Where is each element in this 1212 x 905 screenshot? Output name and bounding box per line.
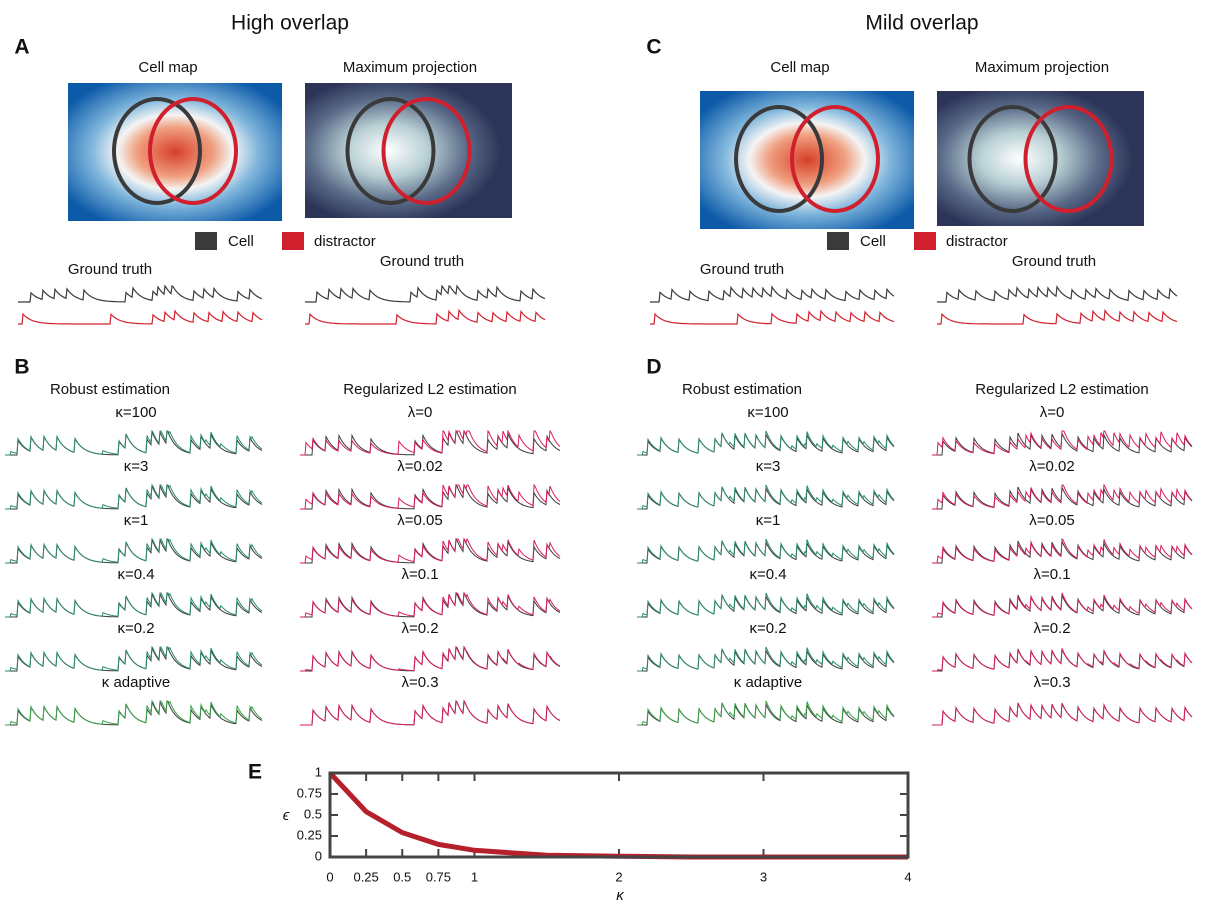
panel-letter: D [646,356,661,379]
legend-swatch [914,232,936,250]
section-title: Regularized L2 estimation [975,381,1148,398]
trace [650,287,894,302]
x-tick-label: 0.75 [426,869,451,884]
x-tick-label: 0 [326,869,333,884]
legend-label: Cell [228,233,254,250]
trace [5,593,262,617]
x-tick-label: 3 [760,869,767,884]
section-title: Robust estimation [50,381,170,398]
lambda-label: λ=0.1 [1033,566,1070,583]
legend-swatch [195,232,217,250]
section-title: Robust estimation [682,381,802,398]
trace [18,286,262,302]
lambda-label: λ=0.05 [1029,512,1074,529]
trace [305,286,545,302]
curve [330,773,908,857]
legend-label: distractor [314,233,376,250]
kappa-label: κ=1 [124,512,149,529]
image-title: Maximum projection [975,59,1109,76]
trace [932,648,1192,671]
kappa-label: κ=0.4 [749,566,786,583]
panel-letter: E [248,761,262,784]
lambda-label: λ=0.2 [1033,620,1070,637]
trace [650,311,894,324]
trace [937,287,1177,302]
cell-map [700,91,914,229]
x-tick-label: 4 [904,869,911,884]
trace [18,311,262,324]
trace [937,311,1177,324]
trace [932,703,1192,725]
lambda-label: λ=0 [1040,404,1065,421]
heading: Mild overlap [865,12,978,35]
lambda-label: λ=0.1 [401,566,438,583]
image-title: Cell map [770,59,829,76]
trace [5,485,262,509]
panel-letter: C [646,36,661,59]
lambda-label: λ=0.05 [397,512,442,529]
kappa-label: κ adaptive [102,674,170,691]
axes-box [330,773,908,857]
lambda-label: λ=0.02 [397,458,442,475]
legend-label: Cell [860,233,886,250]
kappa-label: κ=0.2 [117,620,154,637]
kappa-label: κ=0.4 [117,566,154,583]
kappa-label: κ=100 [115,404,156,421]
figure: High overlap A Cell map Maximum projection C… [0,0,1212,905]
y-tick-label: 1 [315,764,322,779]
y-tick-label: 0.25 [297,827,322,842]
lambda-label: λ=0 [408,404,433,421]
trace [5,431,262,455]
legend-label: distractor [946,233,1008,250]
y-axis-label: ϵ [283,807,290,824]
trace [305,310,545,324]
y-tick-label: 0 [315,848,322,863]
kappa-label: κ adaptive [734,674,802,691]
image-title: Maximum projection [343,59,477,76]
image-title: Cell map [138,59,197,76]
ground-truth-label: Ground truth [1012,253,1096,270]
lambda-label: λ=0.02 [1029,458,1074,475]
trace [5,647,262,671]
x-tick-label: 0.5 [393,869,411,884]
x-tick-label: 0.25 [353,869,378,884]
legend-swatch [827,232,849,250]
trace [5,539,262,563]
legend-swatch [282,232,304,250]
x-tick-label: 2 [615,869,622,884]
x-axis-label: κ [616,887,625,904]
kappa-label: κ=0.2 [749,620,786,637]
panel-letter: B [14,356,29,379]
lambda-label: λ=0.3 [1033,674,1070,691]
y-tick-label: 0.5 [304,806,322,821]
kappa-label: κ=1 [756,512,781,529]
kappa-label: κ=3 [756,458,781,475]
ground-truth-label: Ground truth [68,261,152,278]
kappa-label: κ=100 [747,404,788,421]
section-title: Regularized L2 estimation [343,381,516,398]
trace [300,701,560,725]
lambda-label: λ=0.3 [401,674,438,691]
ground-truth-label: Ground truth [380,253,464,270]
y-tick-label: 0.75 [297,785,322,800]
kappa-label: κ=3 [124,458,149,475]
ground-truth-label: Ground truth [700,261,784,278]
panel-letter: A [14,36,29,59]
lambda-label: λ=0.2 [401,620,438,637]
trace [5,701,262,725]
heading: High overlap [231,12,349,35]
x-tick-label: 1 [471,869,478,884]
